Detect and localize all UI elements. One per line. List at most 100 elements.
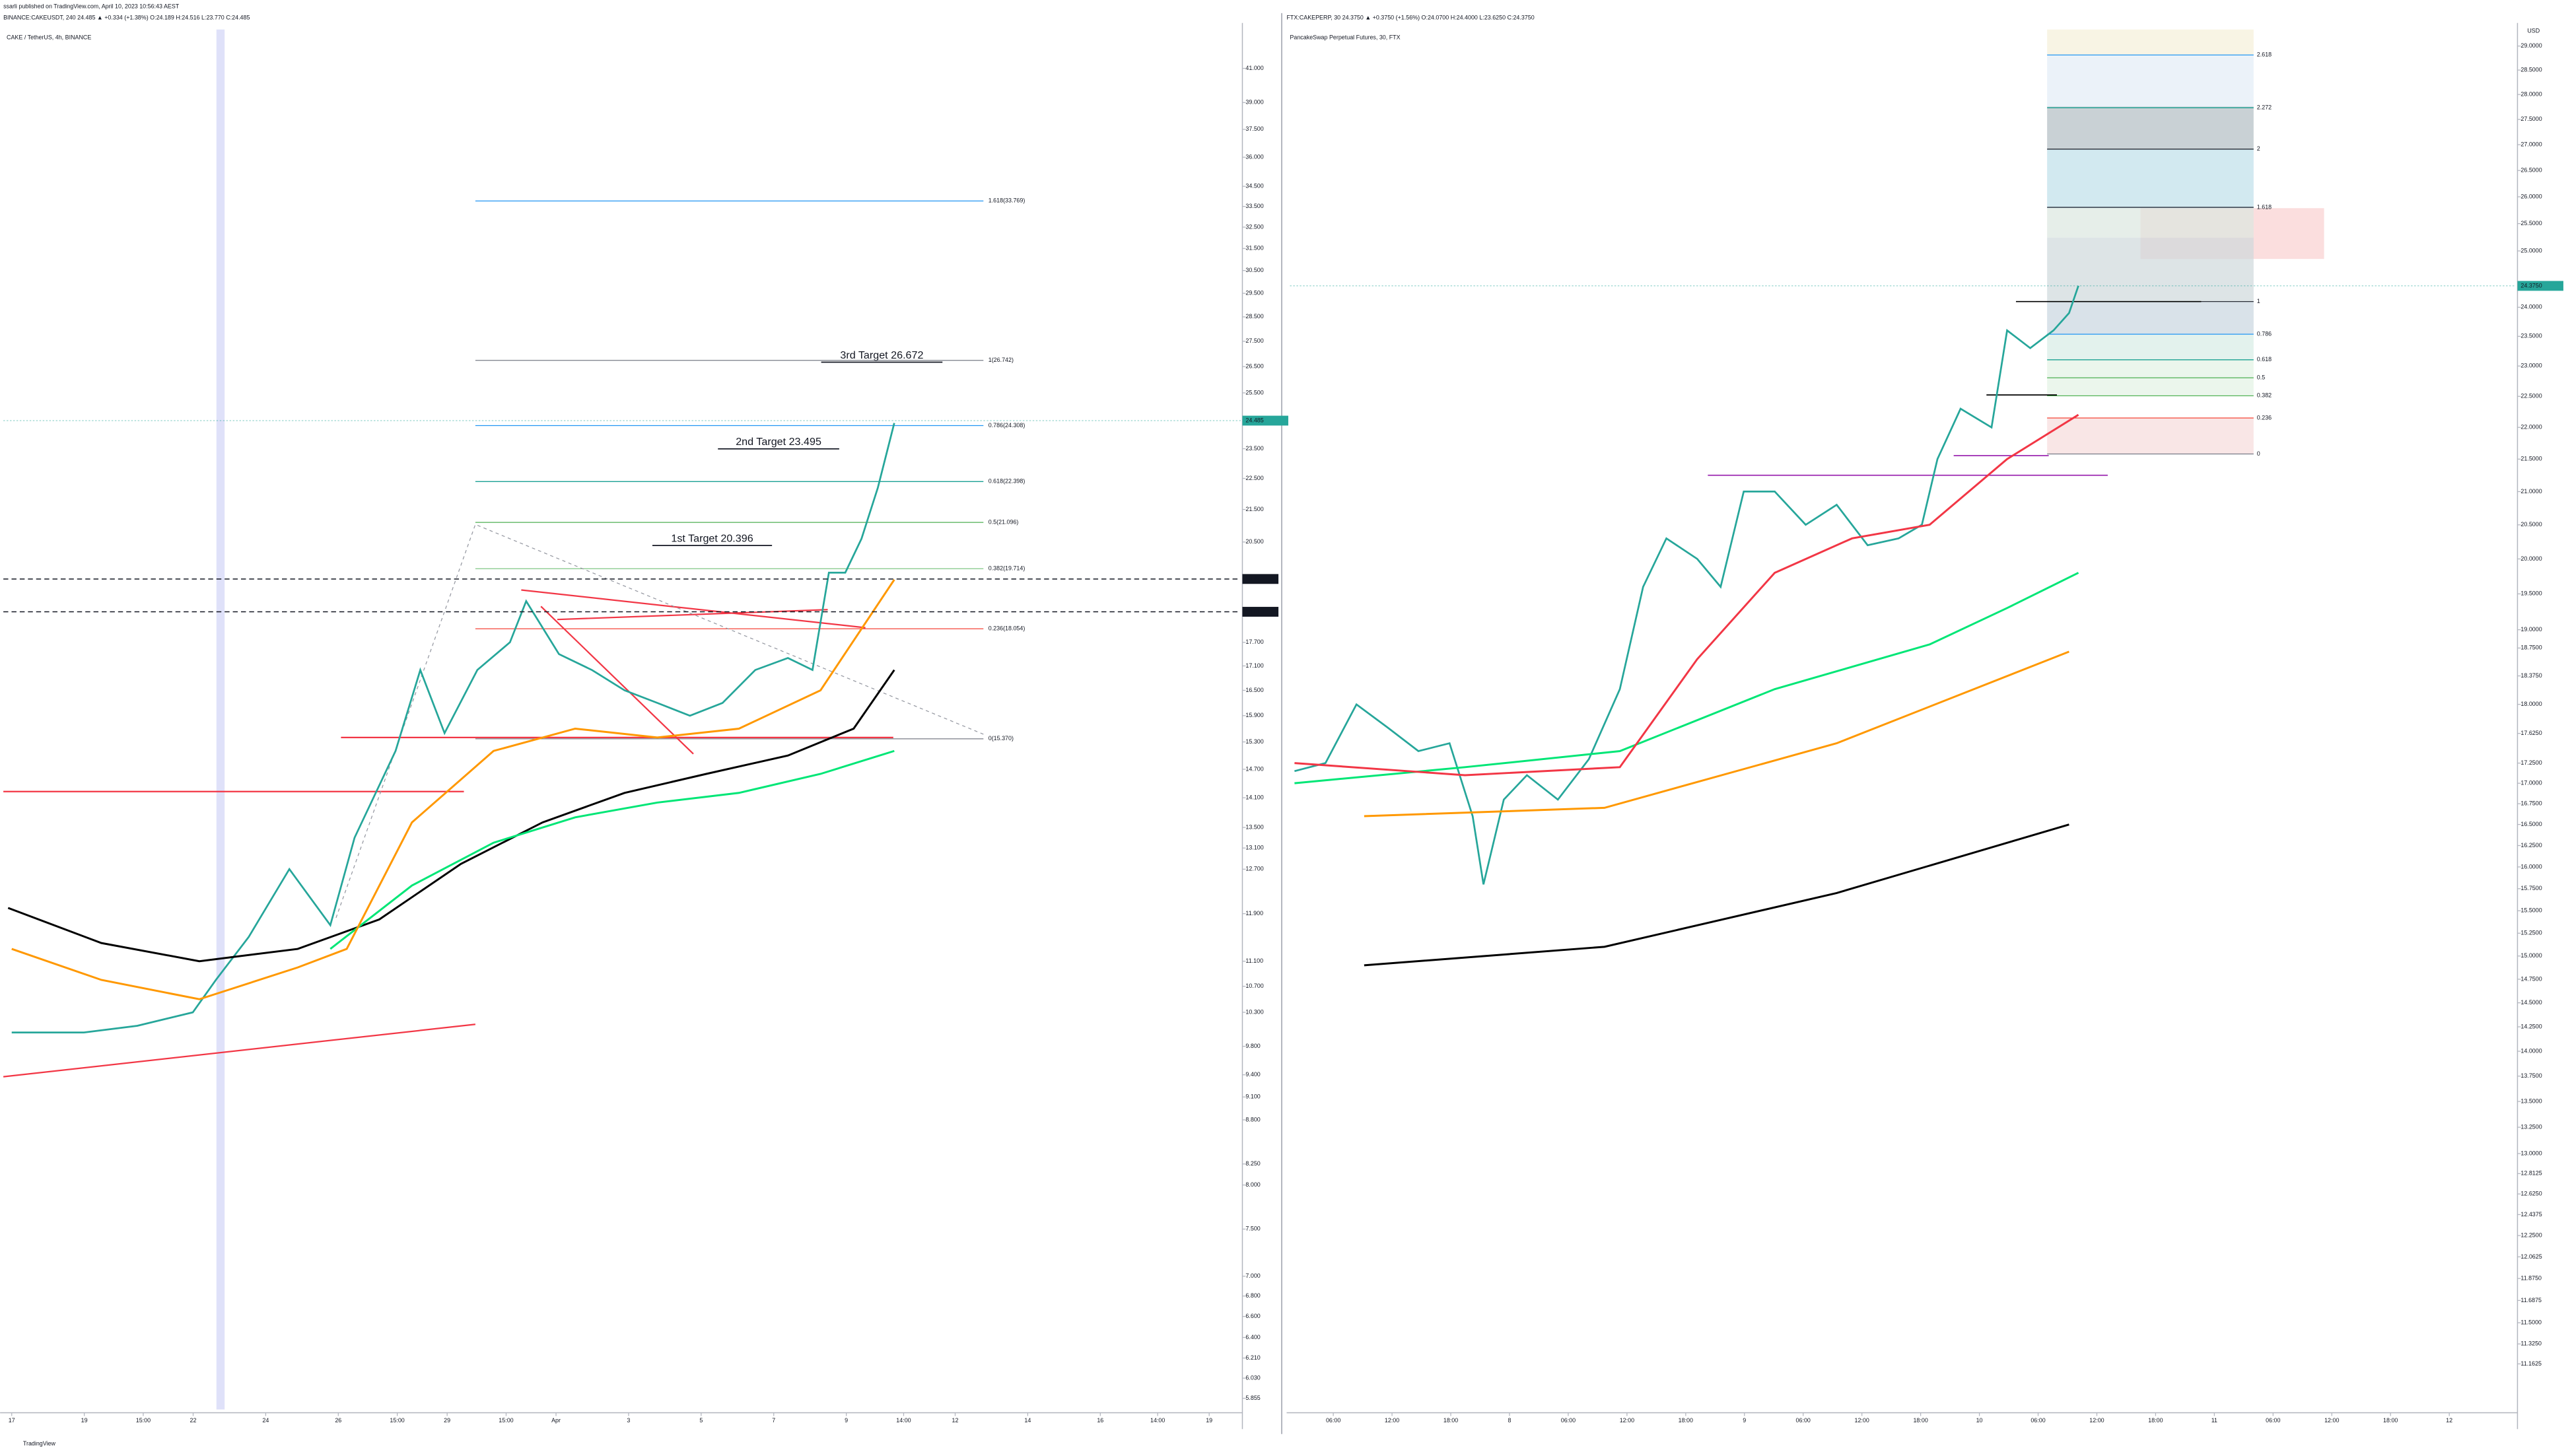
y-tick-label: 12.700 [1245,866,1263,872]
y-tick-label: 12.0625 [2520,1253,2542,1260]
fib-zone [2047,29,2254,55]
y-tick-label: 27.0000 [2520,141,2542,147]
y-tick-label: 17.6250 [2520,730,2542,736]
fib-label: 0.786 [2257,330,2272,337]
y-tick-label: 11.6875 [2520,1297,2542,1303]
y-tick-label: 11.3250 [2520,1340,2542,1347]
y-tick-label: 6.800 [1245,1292,1260,1299]
x-tick-label: 18:00 [2383,1417,2398,1424]
x-tick-label: 18:00 [1913,1417,1928,1424]
price-badge [1242,607,1279,617]
x-tick-label: 12:00 [1385,1417,1399,1424]
x-tick-label: 17 [9,1417,15,1424]
x-tick-label: 24 [262,1417,269,1424]
x-tick-label: 5 [699,1417,703,1424]
target-label: 1st Target 20.396 [671,532,753,544]
x-tick-label: 06:00 [1796,1417,1811,1424]
x-tick-label: 12:00 [2324,1417,2339,1424]
y-tick-label: 16.500 [1245,687,1263,693]
x-tick-label: 15:00 [390,1417,404,1424]
y-tick-label: 18.0000 [2520,701,2542,707]
y-tick-label: 13.500 [1245,823,1263,830]
y-tick-label: 13.100 [1245,845,1263,851]
moving-average [1364,650,2069,817]
fib-label: 0.382 [2257,392,2272,399]
y-tick-label: 23.5000 [2520,333,2542,339]
fib-label: 1.618(33.769) [989,197,1025,204]
y-tick-label: 18.7500 [2520,644,2542,651]
x-tick-label: 7 [772,1417,775,1424]
fib-zone [2047,55,2254,107]
y-tick-label: 28.5000 [2520,66,2542,73]
y-tick-label: 17.0000 [2520,780,2542,786]
moving-average [11,579,895,1000]
fib-label: 0.236 [2257,414,2272,421]
y-tick-label: 15.5000 [2520,907,2542,914]
fib-zone [2047,237,2254,302]
trendline [521,589,866,629]
y-tick-label: 11.5000 [2520,1319,2542,1326]
y-tick-label: 14.2500 [2520,1023,2542,1029]
x-tick-label: 11 [2211,1417,2217,1424]
trendline [540,606,694,755]
x-tick-label: 9 [1743,1417,1746,1424]
y-tick-label: 16.2500 [2520,842,2542,849]
y-tick-label: 22.5000 [2520,393,2542,399]
y-tick-label: 13.0000 [2520,1150,2542,1156]
y-tick-label: 15.7500 [2520,885,2542,891]
moving-average [1294,413,2079,777]
last-price-label: 24.485 [1245,417,1263,423]
x-tick-label: 12 [2446,1417,2452,1424]
x-tick-label: 8 [1508,1417,1511,1424]
x-tick-label: 14:00 [896,1417,911,1424]
y-tick-label: 8.000 [1245,1181,1260,1188]
fib-label: 0.236(18.054) [989,625,1025,632]
y-tick-label: 16.5000 [2520,821,2542,827]
y-tick-label: 22.0000 [2520,424,2542,431]
y-tick-label: 21.0000 [2520,488,2542,495]
x-tick-label: 12:00 [1855,1417,1869,1424]
fib-label: 0.382(19.714) [989,565,1025,572]
y-tick-label: 14.5000 [2520,999,2542,1006]
x-tick-label: 3 [627,1417,630,1424]
fib-label: 1 [2257,298,2260,304]
y-tick-label: 25.500 [1245,389,1263,396]
fib-zone [2047,106,2254,149]
y-tick-label: 13.7500 [2520,1072,2542,1079]
y-tick-label: 26.5000 [2520,167,2542,174]
y-tick-label: 21.500 [1245,506,1263,512]
y-tick-label: 21.5000 [2520,456,2542,462]
price-badge [1242,574,1279,584]
fib-label: 2.272 [2257,104,2272,110]
y-tick-label: 14.0000 [2520,1047,2542,1054]
currency: USD [2527,28,2540,34]
y-tick-label: 39.000 [1245,99,1263,106]
y-tick-label: 11.100 [1245,957,1263,964]
y-tick-label: 8.800 [1245,1116,1260,1123]
y-tick-label: 28.0000 [2520,90,2542,97]
x-tick-label: 22 [190,1417,197,1424]
fib-zone [2047,208,2254,238]
y-tick-label: 13.2500 [2520,1123,2542,1130]
x-tick-label: 16 [1097,1417,1103,1424]
y-tick-label: 34.500 [1245,183,1263,190]
x-tick-label: 15:00 [499,1417,513,1424]
y-tick-label: 11.1625 [2520,1360,2542,1367]
x-tick-label: 06:00 [2031,1417,2045,1424]
fib-zone [2047,334,2254,359]
target-label: 3rd Target 26.672 [840,349,923,361]
fib-label: 2 [2257,145,2260,152]
y-tick-label: 37.500 [1245,125,1263,132]
fib-label: 1(26.742) [989,357,1014,363]
x-tick-label: 18:00 [2148,1417,2163,1424]
x-tick-label: 12:00 [2089,1417,2104,1424]
y-tick-label: 31.500 [1245,245,1263,252]
y-tick-label: 28.500 [1245,313,1263,320]
y-tick-label: 12.4375 [2520,1211,2542,1218]
fib-label: 0.5(21.096) [989,519,1019,526]
fib-label: 0.786(24.308) [989,422,1025,429]
y-tick-label: 29.0000 [2520,42,2542,49]
x-tick-label: 15:00 [136,1417,151,1424]
footer-brand: TradingView [23,1440,56,1447]
